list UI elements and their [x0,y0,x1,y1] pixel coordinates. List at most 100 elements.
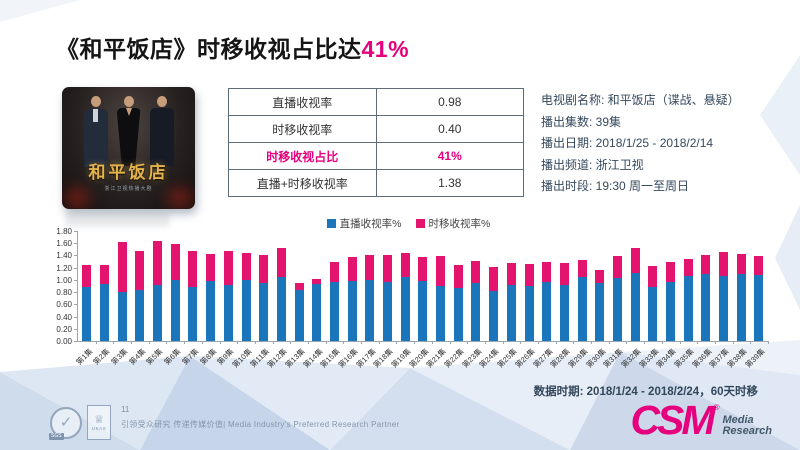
bar-segment-timeshift [612,256,622,279]
bar-segment-live [524,286,534,341]
x-axis-tick-label: 第3集 [109,346,130,367]
bar-segment-timeshift [754,256,764,275]
bar-segment-timeshift [135,250,145,290]
bar-segment-timeshift [595,269,605,283]
bar-segment-live [453,288,463,341]
table-metric-value: 1.38 [375,169,524,197]
ratings-table: 直播收视率 0.98 时移收视率 0.40 时移收视占比 41% 直播+时移收视率 1.38 [228,88,524,197]
bar-slot [237,231,255,341]
bar-segment-timeshift [506,262,516,285]
x-axis-tick [467,341,469,344]
y-axis-tick [74,231,78,232]
x-axis-tick [254,341,256,344]
table-metric-label: 时移收视率 [228,115,377,143]
bar-slot [750,231,768,341]
bar-slot [449,231,467,341]
x-axis-tick [184,341,186,344]
bar-slot [715,231,733,341]
info-line: 播出集数: 39集 [541,114,622,129]
bar-segment-timeshift [719,252,729,277]
info-line: 电视剧名称: 和平饭店（谍战、悬疑） [541,93,740,107]
bar-segment-timeshift [701,255,711,275]
chart-x-axis-labels: 第1集 第2集 第3集 第4集 第5集 第6集 第7集 第8集 第9集 第10集 第11集 第12集第… [74,341,769,373]
table-metric-label: 直播+时移收视率 [228,169,377,197]
x-axis-tick [361,341,363,344]
bar-slot [184,231,202,341]
y-axis-tick [74,341,78,342]
x-axis-tick [148,341,150,344]
bar-slot [131,231,149,341]
legend-item: 直播收视率% [326,216,402,231]
bar-slot [379,231,397,341]
x-axis-tick [325,341,327,344]
x-axis-tick [555,341,557,344]
y-axis-tick [74,292,78,294]
table-row: 时移收视率 0.40 [228,115,524,143]
legend-item: 时移收视率% [415,216,490,231]
bar-segment-timeshift [206,253,216,282]
bar-slot [414,231,432,341]
x-axis-tick [626,341,628,344]
x-axis-tick [520,341,522,344]
poster-figure-left [83,96,108,167]
x-axis-tick [272,341,274,344]
table-metric-value: 0.98 [375,88,524,116]
x-axis-tick-label: 第7集 [180,346,201,367]
poster-title: 和平饭店 [88,163,169,182]
sgs-certification-icon: ✓ SGS [49,407,82,440]
csm-logo: CSM ® Media Research [630,400,772,441]
bar-segment-timeshift [259,254,269,283]
bar-segment-timeshift [577,260,587,278]
bar-segment-timeshift [170,243,180,280]
bar-segment-live [666,281,676,341]
x-axis-tick-label: 第5集 [144,346,165,367]
bar-segment-live [117,291,127,341]
y-axis-tick-label: 0.60 [56,300,72,310]
x-axis-tick-label: 第6集 [162,346,183,367]
y-axis-tick-label: 1.80 [56,227,72,236]
x-axis-tick [219,341,221,344]
bar-segment-live [153,285,163,341]
x-axis-tick-label: 第8集 [197,346,218,367]
bar-segment-timeshift [683,259,693,276]
bar-segment-timeshift [188,250,198,288]
y-axis-tick [74,328,78,330]
bar-segment-timeshift [312,278,322,285]
title-text: 《和平饭店》时移收视占比达 [56,36,362,62]
x-axis-tick [750,341,752,344]
poster-lantern-glow [64,187,90,209]
bar-slot [202,231,220,341]
bar-slot [503,231,521,341]
x-axis-tick-label: 第39集 [743,346,767,370]
x-axis-tick [679,341,681,344]
x-axis-tick [166,341,168,344]
bar-slot [520,231,538,341]
ratings-chart: 直播收视率% 时移收视率% 第1集 第2集 第3集 第4集 第5集 第6集 第7集 第8集 第9集… [45,216,772,372]
bar-segment-timeshift [276,247,286,277]
bar-slot [679,231,697,341]
bar-segment-live [206,281,216,341]
bar-segment-live [329,282,339,341]
bar-segment-timeshift [736,254,746,275]
x-axis-tick [113,341,115,344]
bar-segment-live [577,277,587,341]
y-axis-tick-label: 0.20 [56,324,72,334]
bar-segment-live [259,282,269,341]
bar-slot [432,231,450,341]
y-axis-tick [74,316,78,318]
x-axis-tick [591,341,593,344]
bar-segment-live [365,279,375,341]
bar-segment-timeshift [365,254,375,280]
x-axis-tick [396,341,398,344]
bar-segment-live [100,284,110,341]
bar-slot [290,231,308,341]
y-axis-tick [74,279,78,281]
y-axis-tick-label: 0.00 [56,337,72,346]
x-axis-tick [290,341,292,344]
legend-swatch-icon [326,219,336,228]
bar-segment-live [436,286,446,341]
x-axis-tick-label: 第4集 [127,346,148,367]
bar-segment-live [135,289,145,341]
bar-segment-live [559,284,569,341]
x-axis-tick [768,341,769,344]
